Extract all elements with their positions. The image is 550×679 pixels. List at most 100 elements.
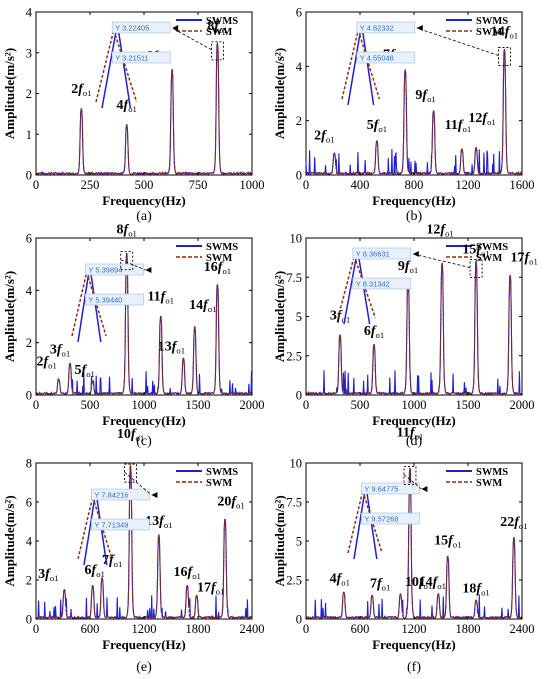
zoom-line-swm bbox=[95, 29, 115, 103]
peak-label: 2fo1 bbox=[37, 354, 57, 370]
x-tick-label: 1500 bbox=[186, 398, 211, 412]
peak-label-number: 5 bbox=[75, 363, 82, 378]
peak-label: 7fo1 bbox=[370, 577, 390, 593]
peak-label-f: f bbox=[374, 118, 380, 133]
peak-label: 11fo1 bbox=[445, 118, 472, 134]
y-tick-label: 8 bbox=[26, 457, 32, 471]
x-axis-label: Frequency(Hz) bbox=[372, 413, 456, 428]
peak-label-sub: o1 bbox=[208, 304, 217, 314]
zoom-arrow-head bbox=[151, 492, 158, 498]
zoom-inset: Y 9.64775 Y 9.57268 bbox=[347, 482, 420, 560]
peak-label-f: f bbox=[524, 251, 530, 266]
peak-point bbox=[125, 252, 128, 255]
peak-label: 15fo1 bbox=[434, 534, 461, 550]
peak-label: 14fo1 bbox=[491, 24, 518, 40]
peak-label-sub: o1 bbox=[192, 571, 201, 581]
peak-label-sub: o1 bbox=[437, 581, 446, 591]
peak-label-f: f bbox=[433, 575, 439, 590]
peak-label-sub: o1 bbox=[164, 520, 173, 530]
y-tick-label: 7.5 bbox=[286, 496, 302, 510]
zoom-value-text: Y 7.84216 bbox=[94, 491, 128, 500]
peak-label: 3fo1 bbox=[38, 567, 58, 583]
zoom-line-swms bbox=[347, 23, 363, 106]
peak-label-number: 16 bbox=[174, 565, 188, 580]
zoom-value-box bbox=[85, 293, 144, 306]
peak-label: 13fo1 bbox=[158, 339, 185, 355]
y-tick-label: 0 bbox=[296, 389, 302, 403]
chart-panel-e: 0 600 1200 1800 2400 0 2 4 6 8 Frequency(Hz) Amplit… bbox=[2, 427, 265, 675]
zoom-value-text: Y 3.21511 bbox=[115, 54, 149, 63]
peak-label-number: 16 bbox=[204, 260, 218, 275]
zoom-value-text: Y 9.64775 bbox=[364, 485, 398, 494]
peak-point bbox=[404, 69, 407, 72]
chart-panel-d: 0 500 1000 1500 2000 0 2.5 5 7.5 10 Frequency(Hz) A… bbox=[272, 223, 538, 449]
zoom-line-swms-down bbox=[116, 23, 132, 109]
x-tick-label: 0 bbox=[33, 398, 39, 412]
peak-point bbox=[475, 260, 477, 263]
legend-label-swm: SWM bbox=[206, 478, 232, 489]
peak-point bbox=[475, 599, 477, 602]
y-axis-label: Amplitude(m/s²) bbox=[2, 271, 17, 362]
y-tick-label: 2 bbox=[296, 114, 302, 128]
peak-point bbox=[371, 594, 373, 597]
zoom-line-swms bbox=[353, 484, 367, 560]
zoom-target-box bbox=[469, 259, 483, 278]
x-tick-label: 500 bbox=[351, 398, 370, 412]
peak-label: 22fo1 bbox=[500, 515, 527, 531]
peak-label-f: f bbox=[371, 324, 377, 339]
legend-label-swms: SWMS bbox=[476, 467, 508, 478]
peak-label-f: f bbox=[211, 581, 217, 596]
peak-label: 6fo1 bbox=[85, 563, 105, 579]
peak-label-number: 8 bbox=[117, 223, 124, 238]
peak-label-sub: o1 bbox=[96, 569, 105, 579]
peak-label-number: 3 bbox=[50, 343, 57, 358]
zoom-inset: Y 8.36631 Y 8.31342 bbox=[337, 247, 412, 325]
peak-label-sub: o1 bbox=[62, 349, 71, 359]
zoom-line-swm bbox=[77, 496, 94, 560]
zoom-value-box bbox=[111, 51, 171, 64]
peak-label-f: f bbox=[131, 427, 137, 442]
peak-label: 14fo1 bbox=[419, 575, 446, 591]
peak-point bbox=[69, 362, 71, 365]
peak-label-sub: o1 bbox=[128, 104, 137, 114]
legend-label-swm: SWM bbox=[206, 27, 232, 38]
peak-label-f: f bbox=[448, 534, 454, 549]
x-tick-label: 0 bbox=[303, 398, 309, 412]
legend-label-swms: SWMS bbox=[206, 242, 238, 253]
peak-label-sub: o1 bbox=[342, 314, 351, 324]
peak-label-number: 6 bbox=[85, 563, 92, 578]
zoom-line-swms bbox=[101, 23, 119, 109]
zoom-arrow-head bbox=[412, 251, 419, 257]
peak-label-number: 4 bbox=[330, 571, 337, 586]
peak-label: 5fo1 bbox=[367, 118, 387, 134]
y-tick-label: 5 bbox=[296, 535, 302, 549]
peak-label: 20fo1 bbox=[217, 495, 244, 511]
zoom-value-box bbox=[356, 21, 416, 34]
x-tick-label: 400 bbox=[351, 178, 370, 192]
zoom-value-box bbox=[352, 277, 412, 290]
peak-label-number: 2 bbox=[314, 128, 321, 143]
legend-label-swm: SWM bbox=[476, 253, 502, 264]
peak-point bbox=[101, 577, 103, 579]
zoom-value-text: Y 4.62332 bbox=[360, 24, 394, 33]
peak-label-f: f bbox=[422, 88, 428, 103]
peak-label-f: f bbox=[377, 577, 383, 592]
x-axis-label: Frequency(Hz) bbox=[372, 193, 456, 208]
peak-point bbox=[57, 378, 60, 381]
y-tick-label: 0 bbox=[296, 169, 302, 183]
peak-label-f: f bbox=[321, 128, 327, 143]
peak-label-sub: o1 bbox=[236, 501, 245, 511]
peak-label-f: f bbox=[231, 495, 237, 510]
peak-label-f: f bbox=[482, 111, 488, 126]
y-axis-label: Amplitude(m/s²) bbox=[272, 271, 287, 362]
peak-label-f: f bbox=[214, 19, 220, 34]
chart-panel-c: 0 500 1000 1500 2000 0 2 4 6 Frequency(Hz) Amplitu… bbox=[2, 223, 265, 449]
peak-label-sub: o1 bbox=[481, 587, 490, 597]
zoom-inset: Y 5.39894 Y 5.39440 bbox=[71, 263, 144, 343]
peak-point bbox=[186, 585, 188, 587]
peak-label-sub: o1 bbox=[424, 581, 433, 591]
peak-label-f: f bbox=[172, 339, 178, 354]
peak-point bbox=[409, 467, 411, 470]
